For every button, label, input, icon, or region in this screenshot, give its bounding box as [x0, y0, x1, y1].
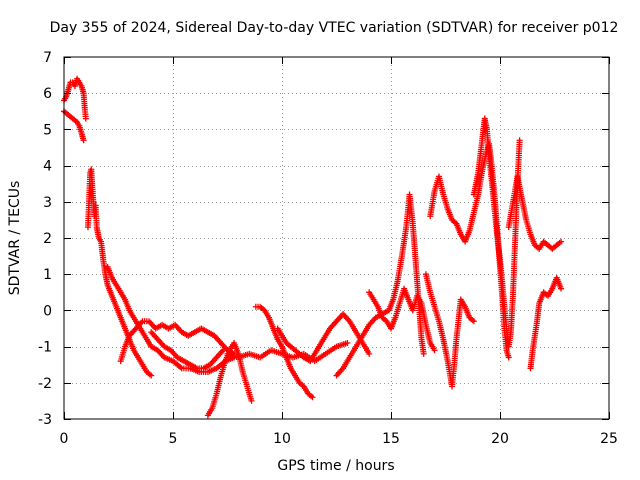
series-track-c — [84, 166, 155, 379]
x-tick-label: 20 — [491, 431, 509, 447]
data-point — [309, 394, 316, 401]
x-tick-labels: 0 5 10 15 20 25 — [60, 431, 618, 447]
data-point — [558, 238, 565, 245]
y-tick-label: 1 — [43, 267, 52, 283]
y-tick-label: -2 — [38, 376, 52, 392]
data-point — [148, 372, 155, 379]
series-track-o — [470, 115, 523, 350]
y-tick-labels: -3 -2 -1 0 1 2 3 4 5 6 7 — [38, 50, 52, 428]
series-track-b — [61, 108, 87, 144]
axis-ticks — [64, 57, 610, 420]
series-track-k — [333, 191, 427, 379]
y-tick-label: 5 — [43, 122, 52, 138]
data-point — [82, 115, 89, 122]
gridlines — [64, 57, 609, 419]
x-tick-label: 25 — [600, 431, 618, 447]
y-tick-label: 7 — [43, 50, 52, 66]
series-track-l — [366, 285, 438, 354]
data-points — [61, 75, 565, 419]
y-tick-label: 4 — [43, 159, 52, 175]
y-tick-label: -3 — [38, 412, 52, 428]
data-point — [558, 285, 565, 292]
series-track-m — [422, 271, 477, 390]
x-tick-label: 10 — [273, 431, 291, 447]
y-axis-label: SDTVAR / TECUs — [7, 181, 23, 296]
series-track-e — [117, 318, 238, 365]
data-point — [344, 339, 351, 346]
series-track-i — [252, 303, 316, 401]
series-track-q — [527, 274, 565, 372]
x-tick-label: 5 — [169, 431, 178, 447]
data-point — [80, 137, 87, 144]
data-point — [420, 350, 427, 357]
data-point — [516, 137, 523, 144]
series-track-p — [505, 173, 565, 252]
data-point — [220, 347, 227, 354]
y-tick-label: 2 — [43, 231, 52, 247]
y-tick-label: 6 — [43, 86, 52, 102]
x-tick-label: 15 — [382, 431, 400, 447]
x-tick-label: 0 — [60, 431, 69, 447]
chart-title: Day 355 of 2024, Sidereal Day-to-day VTE… — [50, 20, 619, 36]
data-point — [470, 318, 477, 325]
x-axis-label: GPS time / hours — [277, 458, 394, 474]
series-track-j — [274, 311, 373, 365]
data-point — [431, 347, 438, 354]
data-point — [248, 397, 255, 404]
y-tick-label: 3 — [43, 195, 52, 211]
y-tick-label: -1 — [38, 340, 52, 356]
series-track-f — [148, 329, 227, 372]
data-point — [505, 354, 512, 361]
series-track-g — [204, 339, 255, 419]
data-point — [366, 350, 373, 357]
y-tick-label: 0 — [43, 303, 52, 319]
